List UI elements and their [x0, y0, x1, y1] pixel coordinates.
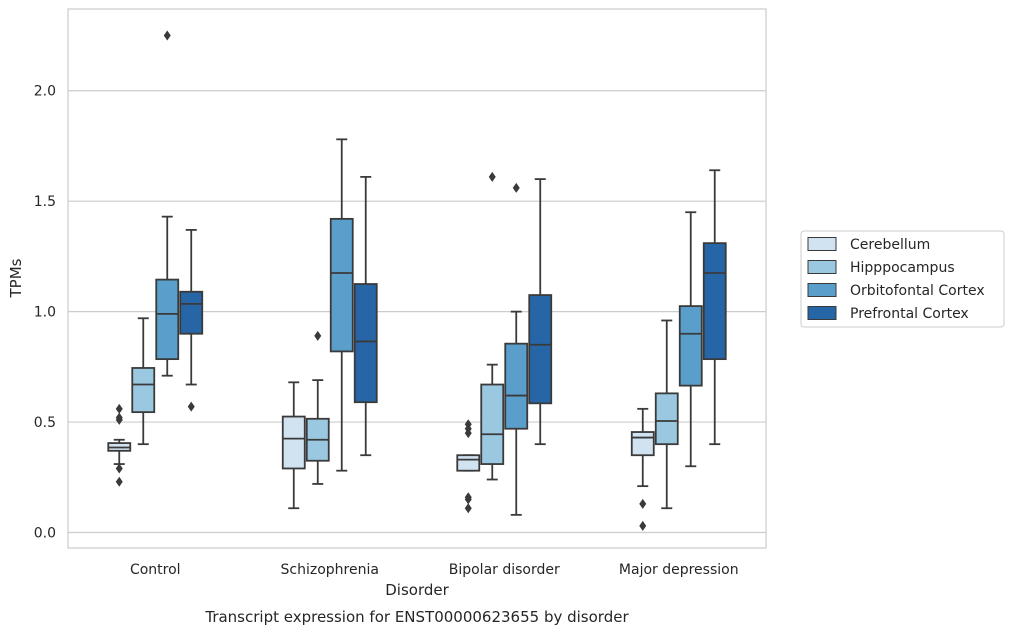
legend-label: Prefrontal Cortex	[850, 306, 969, 322]
box-body	[480, 383, 505, 465]
x-axis-category-labels: Control Schizophrenia Bipolar disorder Majo…	[130, 562, 739, 578]
box-1	[107, 403, 132, 487]
box-3	[504, 182, 529, 516]
box-1	[281, 381, 306, 510]
outlier-point	[314, 330, 322, 341]
box-3	[678, 211, 703, 468]
y-axis-tick-labels: 0.0 0.5 1.0 1.5 2.0	[34, 84, 56, 542]
box-2	[131, 317, 156, 446]
box-body	[678, 305, 703, 387]
x-tick-label: Bipolar disorder	[449, 562, 560, 578]
x-axis-title: Disorder	[385, 581, 449, 599]
outlier-point	[115, 476, 123, 487]
box-body	[329, 217, 354, 353]
outlier-point	[512, 182, 520, 193]
box-2	[480, 171, 505, 481]
outlier-point	[163, 30, 171, 41]
legend-swatch	[807, 283, 837, 297]
y-tick-label: 1.5	[34, 194, 56, 210]
outlier-point	[115, 463, 123, 474]
plot-frame	[67, 8, 767, 549]
outlier-point	[115, 414, 123, 425]
legend-frame	[800, 230, 1005, 328]
box-body	[456, 454, 481, 472]
x-tick-label: Major depression	[619, 562, 739, 578]
box-body	[281, 415, 306, 470]
chart-caption: Transcript expression for ENST0000062365…	[204, 608, 629, 626]
box-body	[630, 431, 655, 457]
box-1	[456, 419, 481, 514]
y-tick-label: 0.0	[34, 526, 56, 542]
outlier-point	[639, 498, 647, 509]
box-3	[329, 138, 354, 472]
y-tick-label: 1.0	[34, 305, 56, 321]
box-body	[504, 342, 529, 430]
box-4	[353, 175, 378, 457]
box-body	[353, 283, 378, 404]
y-tick-label: 2.0	[34, 84, 56, 100]
box-body	[155, 278, 180, 361]
legend-label: Orbitofontal Cortex	[850, 283, 985, 299]
box-4	[528, 178, 553, 446]
x-tick-label: Control	[130, 562, 181, 578]
box-3	[155, 30, 180, 377]
box-body	[179, 290, 204, 335]
legend-swatch	[807, 260, 837, 274]
legend-label: Hipppocampus	[850, 260, 955, 276]
x-tick-label: Schizophrenia	[281, 562, 379, 578]
legend-swatch	[807, 237, 837, 251]
box-body	[131, 367, 156, 414]
box-4	[179, 229, 204, 412]
box-body	[528, 294, 553, 405]
box-4	[702, 169, 727, 446]
box-2	[654, 319, 679, 510]
outlier-point	[187, 401, 195, 412]
legend-swatch	[807, 306, 837, 320]
box-body	[654, 392, 679, 446]
outlier-point	[464, 494, 472, 505]
box-2	[305, 330, 330, 485]
box-body	[702, 242, 727, 361]
y-tick-label: 0.5	[34, 415, 56, 431]
outlier-point	[464, 503, 472, 514]
y-axis-title: TPMs	[7, 258, 25, 298]
outlier-point	[488, 171, 496, 182]
outlier-point	[464, 428, 472, 439]
outlier-point	[115, 403, 123, 414]
boxes	[107, 30, 727, 531]
outlier-point	[639, 520, 647, 531]
legend-label: Cerebellum	[850, 237, 930, 253]
box-1	[630, 407, 655, 531]
legend: Cerebellum Hipppocampus Orbitofontal Corte…	[800, 230, 1005, 328]
